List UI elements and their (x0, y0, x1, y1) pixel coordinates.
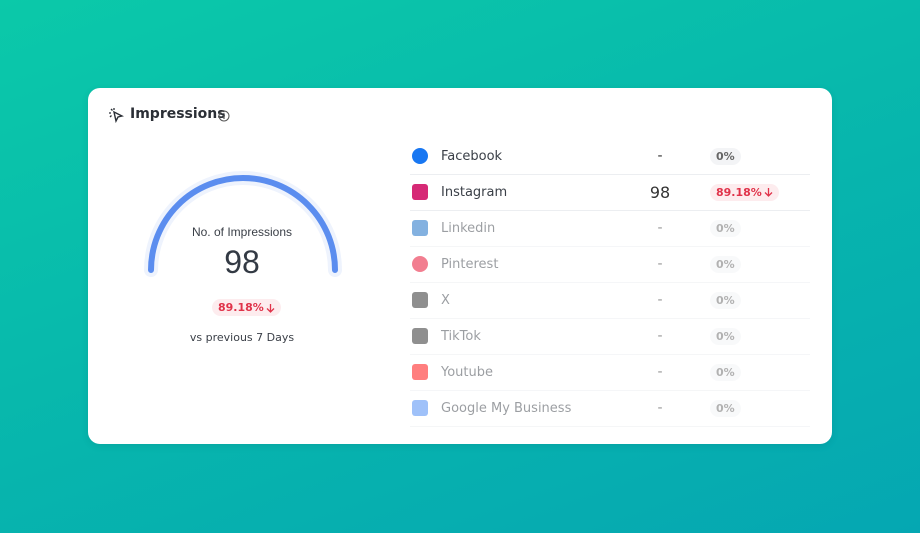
change-text: 0% (716, 149, 735, 163)
impressions-card: Impressions No. of Impressions 98 89.18%… (88, 88, 832, 444)
platform-value: - (657, 256, 663, 272)
platform-value: - (657, 328, 663, 344)
platform-name: Facebook (441, 148, 503, 164)
platform-row: TikTok - 0% (410, 318, 810, 355)
platform-icon (412, 328, 428, 344)
platform-value: - (657, 364, 663, 380)
down-arrow (764, 188, 773, 197)
platform-row: Instagram 98 89.18% (410, 174, 810, 211)
platform-icon (412, 364, 428, 380)
change-badge: 0% (710, 219, 741, 237)
platform-value: - (657, 292, 663, 308)
info-icon[interactable] (218, 110, 230, 122)
platform-value: 98 (649, 182, 671, 202)
change-text: 0% (716, 401, 735, 415)
platform-name: Pinterest (441, 256, 499, 272)
change-badge: 89.18% (212, 299, 281, 316)
change-text: 0% (716, 329, 735, 343)
platform-name: X (441, 292, 450, 308)
change-badge: 0% (710, 327, 741, 345)
platform-value: - (657, 400, 663, 416)
platform-icon (412, 256, 428, 272)
change-text: 0% (716, 293, 735, 307)
platform-value: - (657, 220, 663, 236)
platform-row: Facebook - 0% (410, 138, 810, 175)
platform-row: Pinterest - 0% (410, 246, 810, 283)
platform-name: Linkedin (441, 220, 496, 236)
change-text: 89.18% (716, 185, 762, 199)
change-badge: 0% (710, 255, 741, 273)
platform-name: Instagram (441, 184, 508, 200)
down-arrow (266, 303, 275, 313)
platform-icon (412, 148, 428, 164)
platform-row: Youtube - 0% (410, 354, 810, 391)
platform-icon (412, 292, 428, 308)
platform-name: Youtube (441, 364, 493, 380)
change-badge: 0% (710, 147, 741, 165)
title-icon (109, 108, 124, 123)
platform-row: X - 0% (410, 282, 810, 319)
change-badge: 0% (710, 291, 741, 309)
platform-name: TikTok (441, 328, 481, 344)
change-text: 89.18% (218, 301, 264, 314)
change-text: 0% (716, 257, 735, 271)
platform-icon (412, 184, 428, 200)
change-badge: 89.18% (710, 183, 779, 201)
platform-icon (412, 400, 428, 416)
gauge-value: 98 (224, 244, 260, 280)
change-text: 0% (716, 365, 735, 379)
change-text: 0% (716, 221, 735, 235)
gauge-label: No. of Impressions (191, 225, 293, 239)
platform-icon (412, 220, 428, 236)
platform-row: Google My Business - 0% (410, 390, 810, 427)
change-badge: 0% (710, 363, 741, 381)
platform-name: Google My Business (441, 400, 572, 416)
gauge (144, 171, 342, 277)
platform-row: Linkedin - 0% (410, 210, 810, 247)
card-title: Impressions (130, 106, 226, 122)
platform-value: - (657, 148, 663, 164)
comparison-text: vs previous 7 Days (189, 331, 295, 344)
change-badge: 0% (710, 399, 741, 417)
